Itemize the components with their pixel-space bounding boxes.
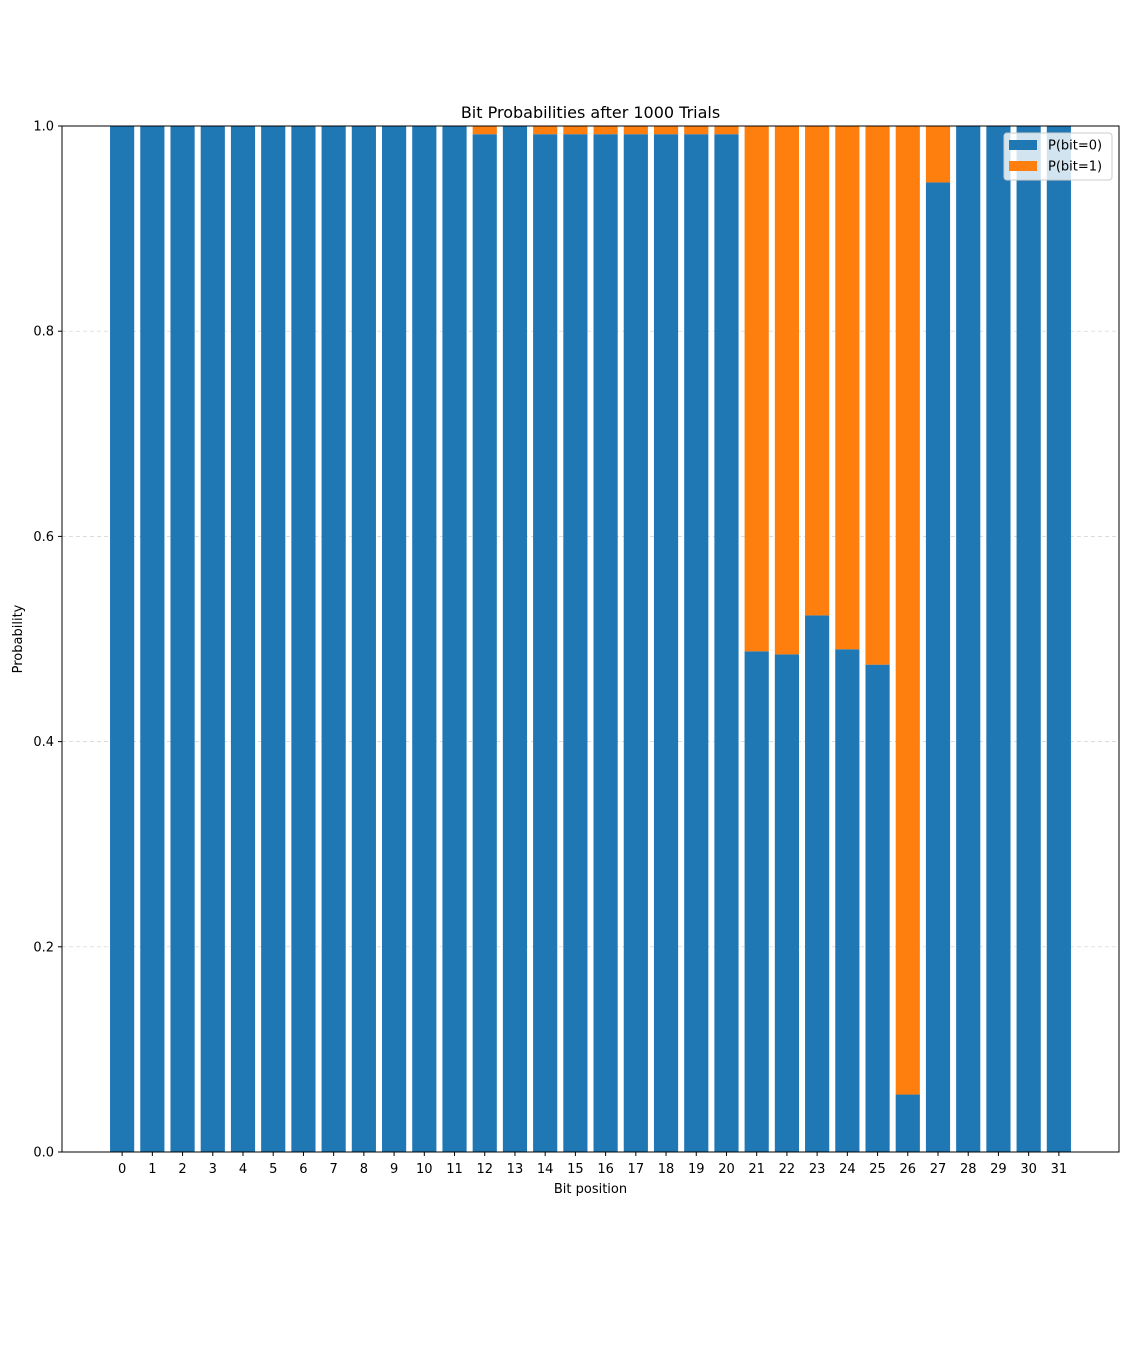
x-tick-label: 22 [779,1162,796,1177]
x-tick-label: 15 [567,1162,584,1177]
legend-swatch-bit0 [1009,140,1037,150]
x-tick-label: 2 [178,1162,186,1177]
x-tick-label: 0 [118,1162,126,1177]
x-tick-label: 9 [390,1162,398,1177]
bar-bit17-p1 [623,126,648,135]
x-axis: 0 1 2 3 4 5 6 7 8 9 10 11 12 13 14 15 16 17 18 19 20 21 22 23 24… [118,1152,1067,1177]
bar-bit27-p1 [925,126,951,183]
bar-bit23-p0 [805,615,830,1152]
x-tick-label: 3 [209,1162,217,1177]
bar-bit19-p1 [684,126,709,135]
bar-bit3-p0 [200,126,225,1152]
bar-bit12-p1 [472,126,497,135]
bar-bit0-p0 [110,126,135,1152]
y-tick-label: 0.8 [33,325,54,340]
bar-bit26-p0 [895,1094,920,1152]
x-tick-label: 17 [628,1162,645,1177]
x-tick-label: 28 [960,1162,977,1177]
bar-bit15-p0 [563,134,588,1152]
x-tick-label: 31 [1051,1162,1068,1177]
bar-bit25-p1 [865,126,890,665]
bar-bit15-p1 [563,126,588,135]
x-tick-label: 7 [330,1162,338,1177]
bar-bit5-p0 [261,126,286,1152]
x-tick-label: 13 [507,1162,524,1177]
x-tick-label: 29 [990,1162,1007,1177]
bar-bit14-p1 [533,126,558,135]
bar-bit12-p0 [472,134,497,1152]
x-tick-label: 20 [718,1162,735,1177]
x-tick-label: 5 [269,1162,277,1177]
bar-bit24-p1 [835,126,860,650]
bar-bit7-p0 [321,126,346,1152]
bar-bit21-p1 [744,126,769,652]
x-tick-label: 24 [839,1162,856,1177]
x-tick-label: 23 [809,1162,826,1177]
x-tick-label: 21 [748,1162,765,1177]
bar-bit19-p0 [684,134,709,1152]
chart-title: Bit Probabilities after 1000 Trials [461,103,720,122]
x-axis-label: Bit position [554,1182,627,1197]
x-tick-label: 10 [416,1162,433,1177]
bar-bit11-p0 [442,126,467,1152]
bar-bit31-p0 [1046,126,1071,1152]
bar-bit18-p0 [653,134,679,1152]
bar-bit21-p0 [744,651,769,1152]
bar-bit16-p0 [593,134,618,1152]
bar-bit23-p1 [805,126,830,616]
x-tick-label: 19 [688,1162,705,1177]
x-tick-label: 18 [658,1162,675,1177]
bar-bit1-p0 [140,126,165,1152]
bar-bit20-p0 [714,134,739,1152]
bar-bit17-p0 [623,134,648,1152]
bar-bit6-p0 [291,126,316,1152]
bars-group [110,126,1071,1152]
bar-bit26-p1 [895,126,920,1095]
bar-bit27-p0 [925,182,951,1152]
y-tick-label: 0.6 [33,530,54,545]
x-tick-label: 11 [446,1162,463,1177]
bar-bit25-p0 [865,664,890,1152]
bar-bit22-p0 [774,654,799,1152]
x-tick-label: 30 [1020,1162,1037,1177]
bar-bit14-p0 [533,134,558,1152]
legend-label-bit0: P(bit=0) [1048,139,1102,154]
bar-bit29-p0 [986,126,1011,1152]
x-tick-label: 25 [869,1162,886,1177]
y-tick-label: 0.2 [33,940,54,955]
bar-bit8-p0 [351,126,376,1152]
plot-frame [61,125,1120,1153]
x-tick-label: 6 [299,1162,307,1177]
bar-bit2-p0 [170,126,195,1152]
bar-bit24-p0 [835,649,860,1152]
bar-bit22-p1 [774,126,799,655]
y-tick-label: 0.0 [33,1146,54,1161]
bar-bit16-p1 [593,126,618,135]
bar-bit30-p0 [1016,126,1041,1152]
bar-bit18-p1 [653,126,679,135]
x-tick-label: 8 [360,1162,368,1177]
x-tick-label: 27 [930,1162,947,1177]
x-tick-label: 16 [597,1162,614,1177]
x-tick-label: 26 [900,1162,917,1177]
legend-label-bit1: P(bit=1) [1048,160,1102,175]
x-tick-label: 1 [148,1162,156,1177]
legend-swatch-bit1 [1009,161,1037,171]
bar-bit4-p0 [230,126,256,1152]
y-tick-label: 0.4 [33,735,54,750]
x-tick-label: 12 [476,1162,493,1177]
y-axis-label: Probability [11,604,26,673]
y-axis: 0.0 0.2 0.4 0.6 0.8 1.0 [33,120,62,1161]
bar-bit13-p0 [502,126,528,1152]
x-tick-label: 4 [239,1162,247,1177]
x-tick-label: 14 [537,1162,554,1177]
bar-bit28-p0 [956,126,981,1152]
bar-bit10-p0 [412,126,437,1152]
bar-bit9-p0 [382,126,407,1152]
legend: P(bit=0) P(bit=1) [1003,132,1113,181]
y-tick-label: 1.0 [33,120,54,135]
bar-bit20-p1 [714,126,739,135]
